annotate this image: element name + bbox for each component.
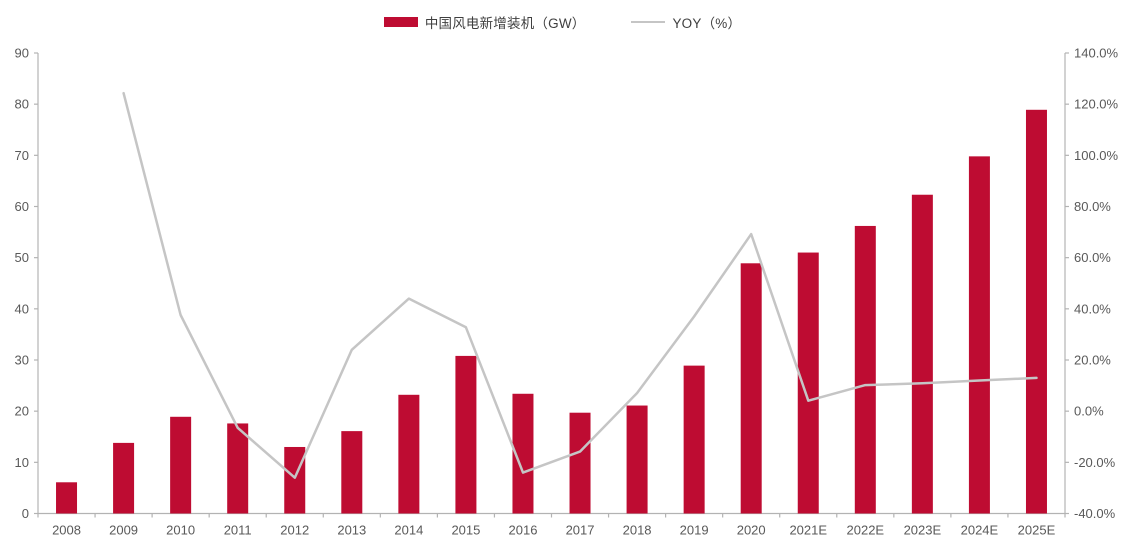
bar-2009: [113, 442, 135, 514]
x-axis-category-label: 2017: [566, 523, 595, 538]
yoy-line: [122, 91, 1038, 479]
x-axis-category-label: 2010: [166, 523, 195, 538]
bar-2008: [56, 482, 78, 514]
bar-2012: [284, 446, 306, 514]
x-axis-category-label: 2012: [280, 523, 309, 538]
x-axis-category-label: 2023E: [904, 523, 942, 538]
bar-2017: [569, 412, 591, 514]
right-axis-tick-label: -40.0%: [1074, 506, 1116, 521]
x-axis-category-label: 2016: [509, 523, 538, 538]
x-axis-category-label: 2015: [451, 523, 480, 538]
bar-2018: [626, 405, 648, 514]
right-axis-tick-label: 100.0%: [1074, 148, 1119, 163]
legend: 中国风电新增装机（GW） YOY（%）: [0, 12, 1125, 32]
x-axis-category-label: 2014: [394, 523, 423, 538]
left-axis-tick-label: 60: [15, 199, 29, 214]
x-axis-category-label: 2008: [52, 523, 81, 538]
left-axis-tick-label: 50: [15, 250, 29, 265]
x-axis-category-label: 2024E: [961, 523, 999, 538]
x-axis-category-label: 2021E: [789, 523, 827, 538]
left-axis-tick-label: 80: [15, 97, 29, 112]
x-axis-category-label: 2018: [623, 523, 652, 538]
bar-2015: [455, 355, 477, 514]
x-axis-category-label: 2011: [224, 523, 252, 538]
bar-2014: [398, 394, 420, 514]
x-axis-category-label: 2025E: [1018, 523, 1056, 538]
left-axis-tick-label: 40: [15, 301, 29, 316]
right-axis-tick-label: 40.0%: [1074, 301, 1111, 316]
left-axis-tick-label: 30: [15, 353, 29, 368]
bar-series-label: 中国风电新增装机（GW）: [424, 16, 586, 31]
x-axis-category-label: 2009: [109, 523, 138, 538]
yoy-series-label: YOY（%）: [672, 16, 742, 31]
bar-series-swatch-icon: [383, 17, 418, 27]
bar-2019: [683, 365, 705, 514]
bar-2016: [512, 393, 534, 514]
left-axis-tick-label: 90: [15, 46, 29, 61]
legend-item-yoy: YOY（%）: [631, 12, 741, 32]
right-axis-tick-label: -20.0%: [1074, 455, 1116, 470]
left-axis-tick-label: 20: [15, 404, 29, 419]
left-axis-tick-label: 10: [15, 455, 29, 470]
bar-2022E: [854, 225, 876, 514]
x-axis-category-label: 2013: [337, 523, 366, 538]
right-axis-tick-label: 60.0%: [1074, 250, 1111, 265]
legend-item-installed-capacity: 中国风电新增装机（GW）: [383, 12, 586, 32]
line-series-swatch-icon: [631, 20, 666, 24]
bar-2024E: [968, 156, 990, 514]
bar-2023E: [911, 194, 933, 514]
bar-2021E: [797, 252, 819, 514]
right-axis-tick-label: 140.0%: [1074, 46, 1119, 61]
bar-2010: [170, 416, 192, 514]
bar-2025E: [1025, 109, 1047, 514]
right-axis-tick-label: 120.0%: [1074, 97, 1119, 112]
bar-2011: [227, 423, 249, 514]
left-axis-tick-label: 0: [22, 506, 29, 521]
right-axis-tick-label: 80.0%: [1074, 199, 1111, 214]
left-axis-tick-label: 70: [15, 148, 29, 163]
bar-2020: [740, 263, 762, 514]
bar-2013: [341, 431, 363, 514]
x-axis-category-label: 2019: [680, 523, 709, 538]
right-axis-tick-label: 0.0%: [1074, 404, 1104, 419]
right-axis-tick-label: 20.0%: [1074, 353, 1111, 368]
x-axis-category-label: 2020: [737, 523, 766, 538]
x-axis-category-label: 2022E: [847, 523, 885, 538]
